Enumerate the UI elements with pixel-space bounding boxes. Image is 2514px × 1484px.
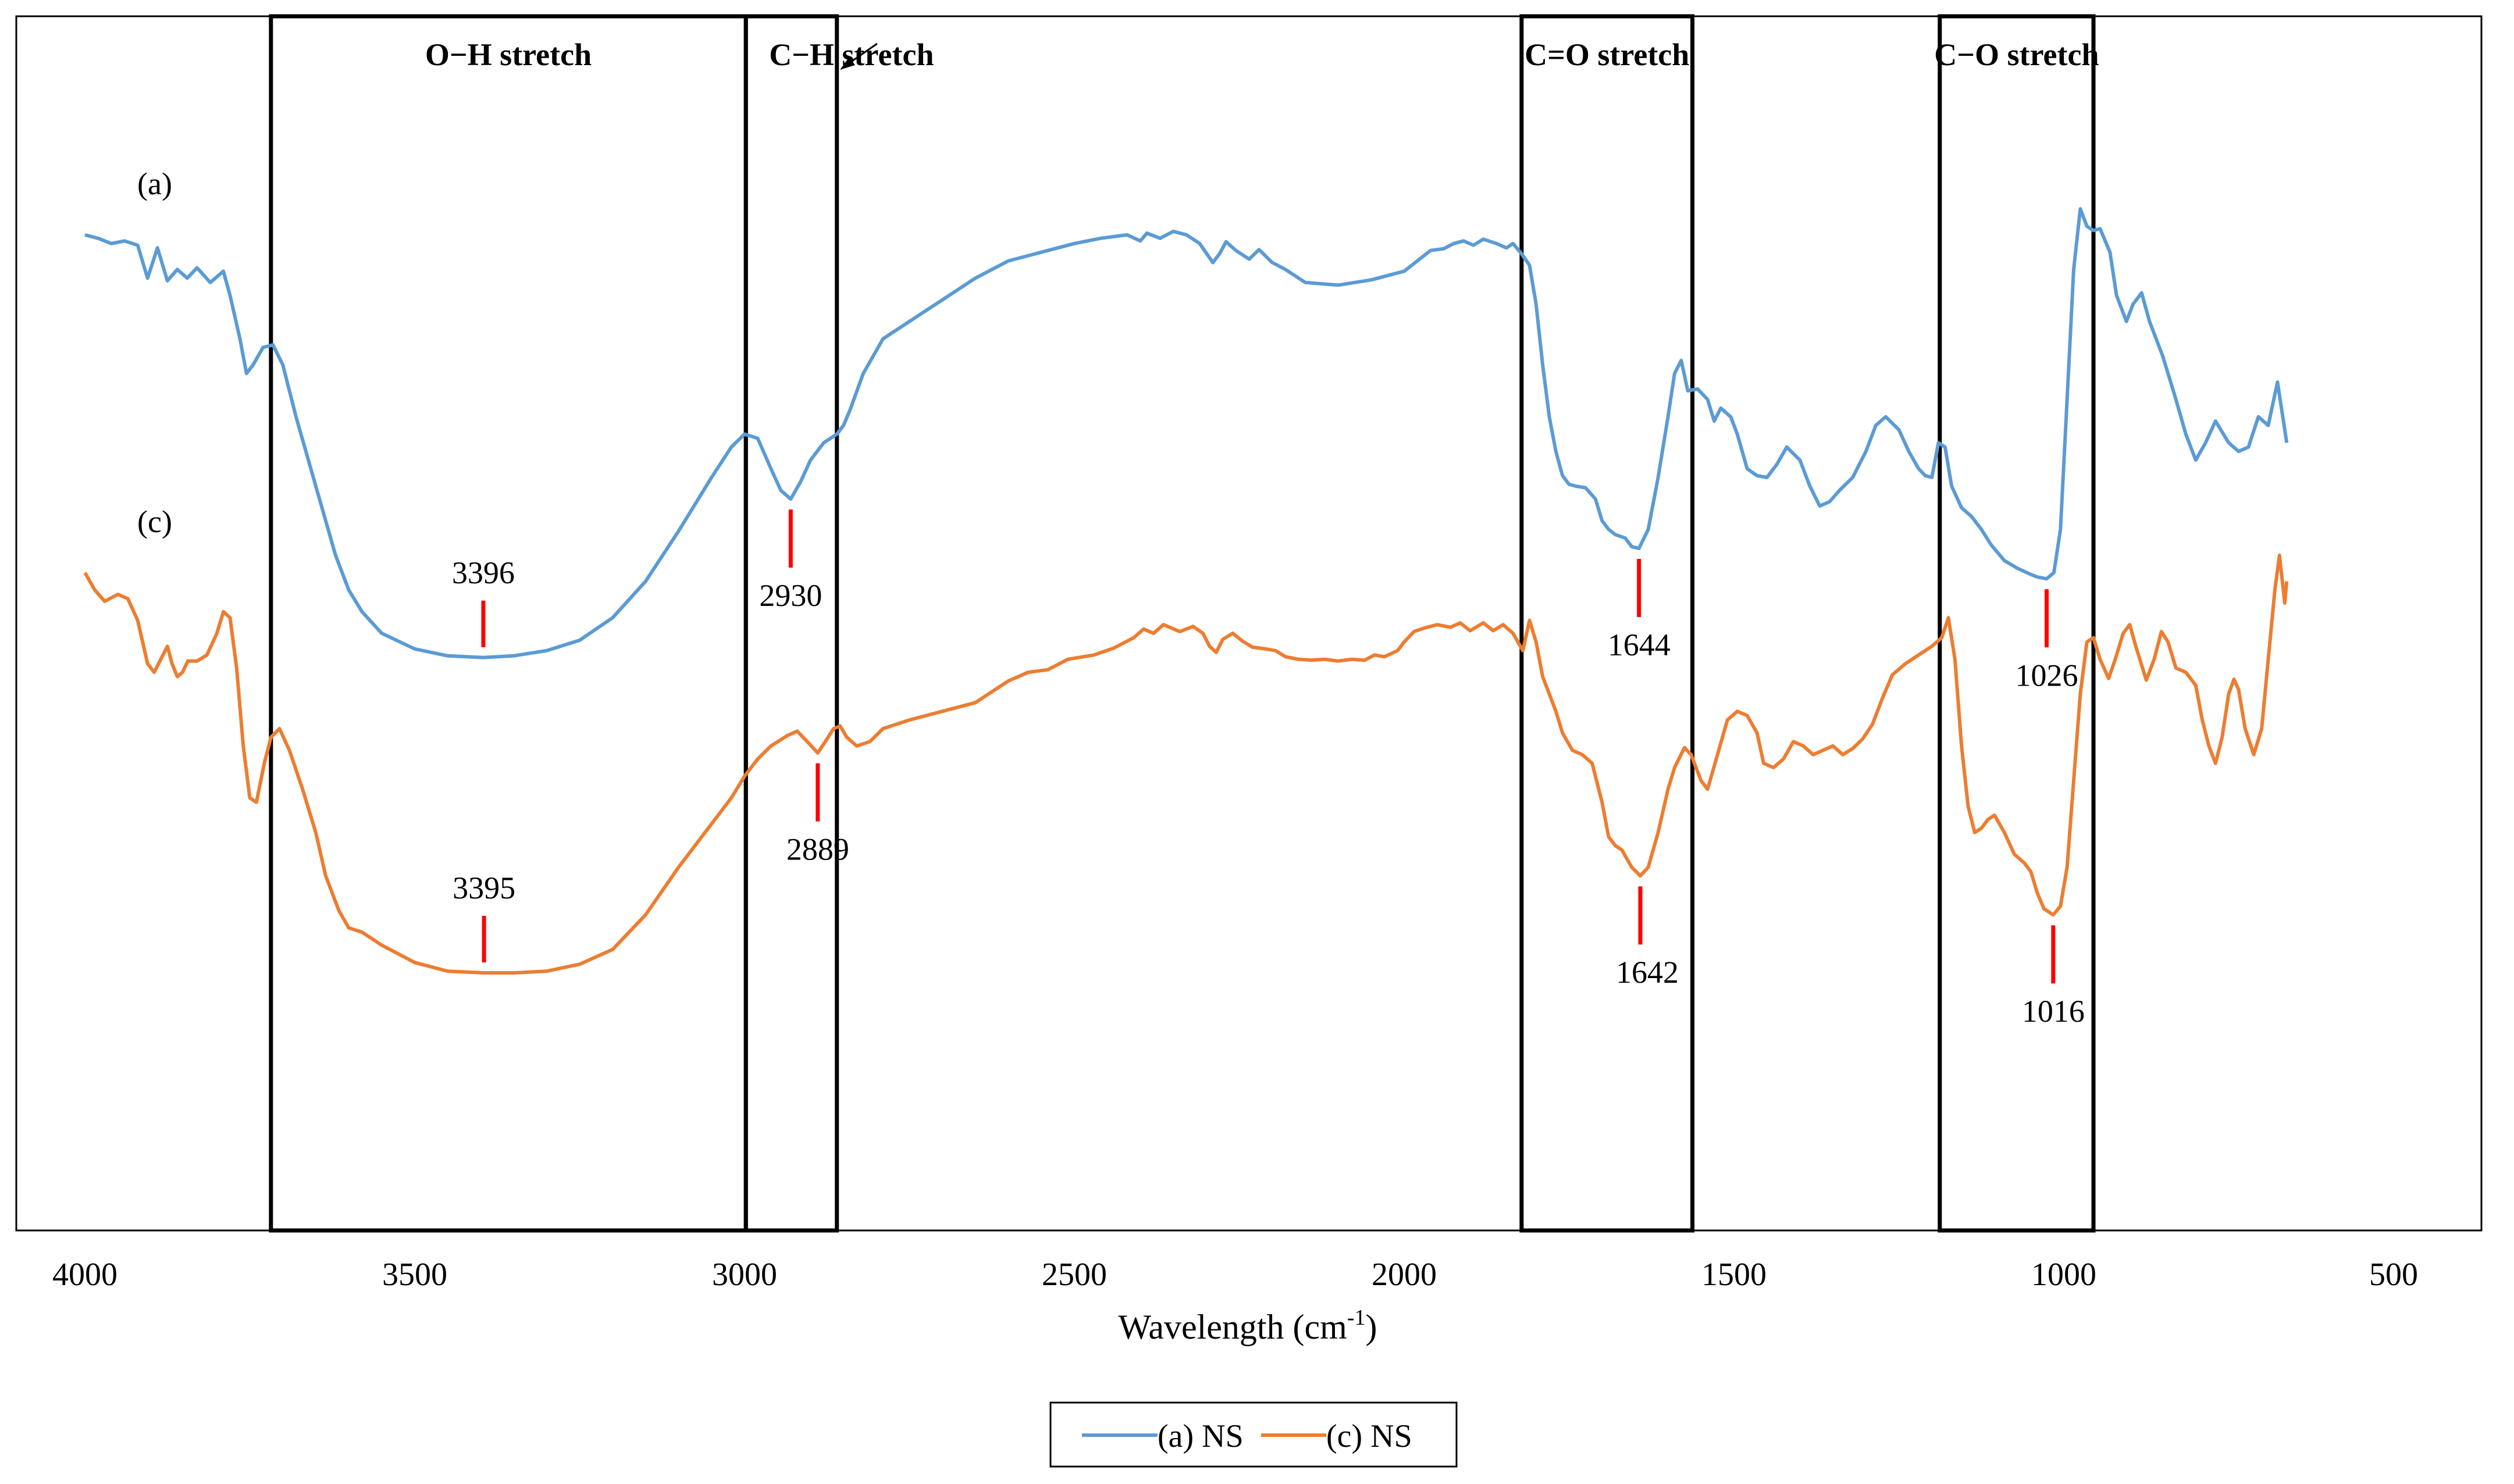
x-tick-label-2000: 2000 — [1372, 1257, 1437, 1293]
region-label-0: O−H stretch — [425, 37, 592, 72]
region-label-1: C−H stretch — [769, 37, 934, 72]
legend: (a) NS (c) NS — [1049, 1401, 1458, 1468]
x-tick-label-2500: 2500 — [1042, 1257, 1107, 1293]
region-boxes: O−H stretch C−H stretch C=O stretch C−O str… — [269, 14, 2099, 1233]
x-tick-label-4000: 4000 — [52, 1257, 117, 1293]
spectra-lines: (a) (c) — [83, 166, 2289, 975]
x-tick-label-1500: 1500 — [1701, 1257, 1767, 1293]
ch-arrow-icon — [840, 42, 878, 70]
series-line-a — [84, 207, 2289, 659]
peak-label-2889: 2889 — [786, 832, 849, 867]
peak-label-1642: 1642 — [1616, 955, 1679, 990]
region-label-3: C−O stretch — [1934, 37, 2099, 72]
peak-label-2930: 2930 — [759, 578, 822, 613]
x-tick-label-1000: 1000 — [2031, 1257, 2096, 1293]
series-label-a: (a) — [137, 166, 172, 201]
legend-box — [1049, 1401, 1458, 1468]
x-axis-ticks: 4000 3500 3000 2500 2000 1500 1000 500 — [52, 1257, 2418, 1293]
peak-label-1644: 1644 — [1608, 627, 1671, 662]
peak-markers: 3396 2930 1644 1026 3395 2889 1642 1016 — [452, 509, 2085, 1029]
series-line-c — [83, 554, 2289, 975]
peak-label-3396: 3396 — [452, 555, 515, 590]
legend-label-c: (c) NS — [1326, 1418, 1412, 1454]
region-box-0 — [269, 14, 748, 1233]
region-box-3 — [1938, 14, 2096, 1233]
peak-label-1016: 1016 — [2022, 994, 2085, 1029]
series-label-c: (c) — [137, 504, 172, 539]
peak-label-1026: 1026 — [2016, 658, 2078, 693]
peak-label-3395: 3395 — [453, 871, 515, 905]
region-box-1 — [743, 14, 839, 1233]
region-box-2 — [1519, 14, 1695, 1233]
legend-label-a: (a) NS — [1158, 1418, 1244, 1454]
region-label-2: C=O stretch — [1525, 37, 1689, 72]
plot-area-border — [15, 15, 2483, 1232]
x-tick-label-3500: 3500 — [382, 1257, 447, 1293]
x-tick-label-500: 500 — [2369, 1257, 2418, 1293]
x-tick-label-3000: 3000 — [712, 1257, 777, 1293]
x-axis-label: Wavelength (cm-1) — [1119, 1305, 1377, 1346]
